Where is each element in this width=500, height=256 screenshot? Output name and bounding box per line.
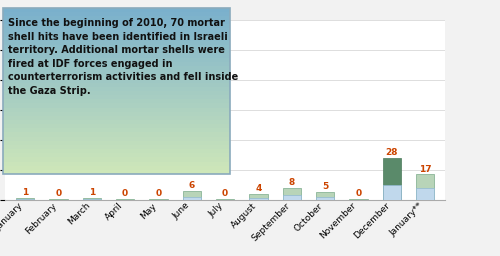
Text: 1: 1 (22, 188, 28, 197)
Text: 8: 8 (288, 178, 295, 187)
Bar (116, 199, 134, 200)
Text: 0: 0 (222, 189, 228, 198)
Bar (49, 199, 68, 200)
Bar (382, 185, 401, 200)
Bar (182, 197, 201, 200)
Bar (416, 188, 434, 200)
Bar (16, 198, 34, 200)
Bar (182, 191, 201, 200)
Bar (282, 196, 301, 200)
Bar (82, 198, 101, 200)
Bar (382, 158, 401, 200)
Bar (249, 194, 268, 200)
Bar (349, 199, 368, 200)
Text: 0: 0 (156, 189, 162, 198)
Bar (149, 199, 168, 200)
Text: 17: 17 (418, 165, 432, 174)
Text: 0: 0 (56, 189, 62, 198)
Bar (249, 198, 268, 200)
Bar (416, 174, 434, 200)
Text: 6: 6 (188, 181, 195, 190)
Text: 4: 4 (255, 184, 262, 193)
Bar (282, 188, 301, 200)
Text: Since the beginning of 2010, 70 mortar
shell hits have been identified in Israel: Since the beginning of 2010, 70 mortar s… (8, 18, 239, 96)
Text: 5: 5 (322, 183, 328, 191)
Bar (16, 199, 34, 200)
Bar (316, 192, 334, 200)
Bar (316, 197, 334, 200)
Bar (82, 199, 101, 200)
Text: 0: 0 (356, 189, 362, 198)
Text: 1: 1 (88, 188, 95, 197)
Bar (216, 199, 234, 200)
Text: 28: 28 (386, 148, 398, 157)
Text: 0: 0 (122, 189, 128, 198)
